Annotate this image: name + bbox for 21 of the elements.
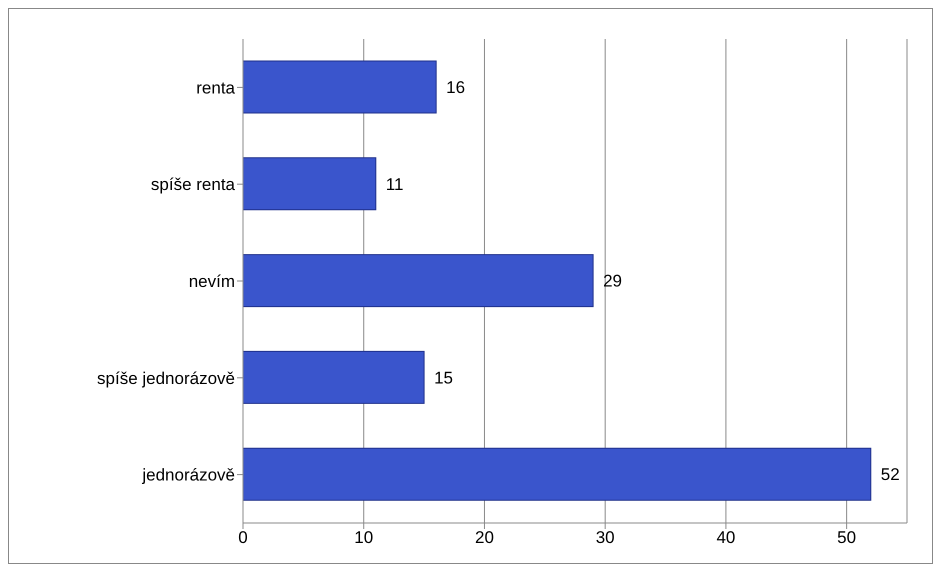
y-tick-label: jednorázově [141, 466, 235, 485]
x-tick-label: 50 [837, 528, 856, 548]
y-tick-label: renta [196, 78, 236, 98]
bar [243, 350, 425, 404]
data-label: 52 [880, 465, 900, 484]
x-tick-label: 10 [354, 528, 374, 548]
data-label: 16 [446, 78, 466, 98]
x-tick-label: 40 [716, 528, 736, 548]
data-label: 29 [603, 272, 622, 291]
bar [243, 157, 376, 210]
data-label: 15 [434, 368, 454, 388]
data-label: 11 [386, 174, 404, 194]
y-tick-label: spíše jednorázově [97, 368, 235, 388]
bar [243, 254, 594, 308]
bar [243, 448, 872, 501]
bar [243, 60, 437, 114]
x-tick-label: 20 [474, 528, 494, 548]
x-tick-label: 0 [238, 528, 248, 548]
x-tick-label: 30 [596, 528, 615, 548]
y-tick-label: nevím [188, 272, 235, 292]
y-tick-label: spíše renta [150, 175, 236, 194]
